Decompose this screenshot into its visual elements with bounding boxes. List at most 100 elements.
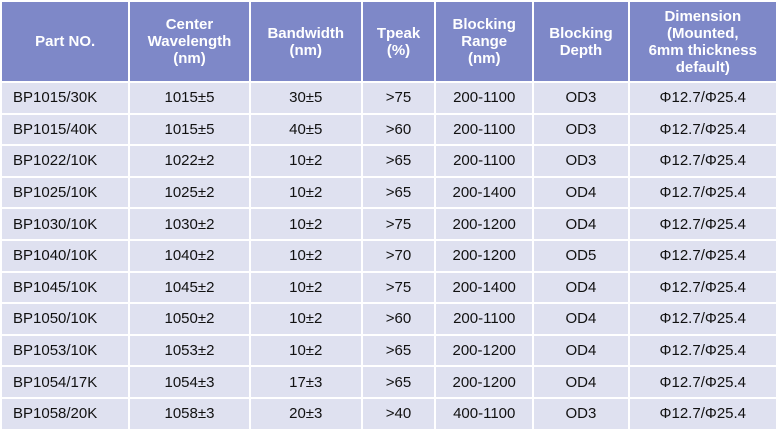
cell-bandwidth: 10±2 xyxy=(250,304,361,334)
cell-bandwidth: 20±3 xyxy=(250,398,361,429)
header-line: (nm) xyxy=(173,50,206,67)
cell-tpeak: >60 xyxy=(362,304,435,334)
cell-dimension: Φ12.7/Φ25.4 xyxy=(629,304,776,334)
header-line: Dimension xyxy=(664,7,742,25)
table-row: BP1025/10K 1025±2 10±2 >65 200-1400 OD4 Φ12.7/… xyxy=(2,177,776,208)
cell-tpeak: >70 xyxy=(362,240,435,271)
cell-blocking-depth: OD5 xyxy=(534,240,628,271)
cell-part-no: BP1022/10K xyxy=(2,146,129,176)
cell-tpeak: >75 xyxy=(362,272,435,303)
table-row: BP1054/17K 1054±3 17±3 >65 200-1200 OD4 Φ12.7/… xyxy=(2,367,776,397)
cell-blocking-depth: OD4 xyxy=(534,272,628,303)
header-part-no: Part NO. xyxy=(2,2,129,81)
cell-tpeak: >75 xyxy=(362,83,435,113)
cell-part-no: BP1030/10K xyxy=(2,209,129,239)
header-dimension: Dimension (Mounted, 6mm thickness default) xyxy=(629,2,776,81)
cell-dimension: Φ12.7/Φ25.4 xyxy=(629,146,776,176)
cell-dimension: Φ12.7/Φ25.4 xyxy=(629,367,776,397)
cell-blocking-depth: OD3 xyxy=(534,114,628,145)
header-line: Blocking xyxy=(452,16,516,33)
cell-center-wavelength: 1053±2 xyxy=(130,335,249,366)
table-row: BP1053/10K 1053±2 10±2 >65 200-1200 OD4 Φ12.7/… xyxy=(2,335,776,366)
cell-dimension: Φ12.7/Φ25.4 xyxy=(629,114,776,145)
header-center-wavelength: Center Wavelength (nm) xyxy=(130,2,249,81)
cell-center-wavelength: 1022±2 xyxy=(130,146,249,176)
cell-blocking-range: 200-1100 xyxy=(436,304,533,334)
header-line: Range xyxy=(461,33,508,50)
cell-center-wavelength: 1050±2 xyxy=(130,304,249,334)
cell-blocking-depth: OD3 xyxy=(534,146,628,176)
table-row: BP1015/40K 1015±5 40±5 >60 200-1100 OD3 Φ12.7/… xyxy=(2,114,776,145)
cell-tpeak: >65 xyxy=(362,367,435,397)
header-line: (Mounted, xyxy=(666,24,739,42)
cell-dimension: Φ12.7/Φ25.4 xyxy=(629,209,776,239)
cell-dimension: Φ12.7/Φ25.4 xyxy=(629,398,776,429)
header-line: Center xyxy=(165,16,214,33)
cell-blocking-range: 200-1100 xyxy=(436,146,533,176)
header-tpeak: Tpeak (%) xyxy=(362,2,435,81)
cell-center-wavelength: 1045±2 xyxy=(130,272,249,303)
cell-blocking-depth: OD4 xyxy=(534,209,628,239)
cell-center-wavelength: 1025±2 xyxy=(130,177,249,208)
cell-blocking-range: 200-1200 xyxy=(436,367,533,397)
cell-center-wavelength: 1030±2 xyxy=(130,209,249,239)
cell-bandwidth: 10±2 xyxy=(250,335,361,366)
cell-blocking-depth: OD4 xyxy=(534,367,628,397)
cell-bandwidth: 10±2 xyxy=(250,272,361,303)
cell-blocking-range: 200-1200 xyxy=(436,209,533,239)
header-line: Tpeak xyxy=(376,24,421,42)
header-line: (%) xyxy=(386,41,411,59)
cell-blocking-range: 200-1100 xyxy=(436,114,533,145)
cell-bandwidth: 10±2 xyxy=(250,146,361,176)
cell-blocking-range: 200-1200 xyxy=(436,240,533,271)
cell-tpeak: >75 xyxy=(362,209,435,239)
header-blocking-range: Blocking Range (nm) xyxy=(436,2,533,81)
cell-part-no: BP1050/10K xyxy=(2,304,129,334)
cell-blocking-range: 200-1100 xyxy=(436,83,533,113)
cell-tpeak: >65 xyxy=(362,146,435,176)
header-line: 6mm thickness xyxy=(648,41,757,59)
header-blocking-depth: Blocking Depth xyxy=(534,2,628,81)
cell-dimension: Φ12.7/Φ25.4 xyxy=(629,272,776,303)
cell-bandwidth: 17±3 xyxy=(250,367,361,397)
cell-part-no: BP1054/17K xyxy=(2,367,129,397)
cell-part-no: BP1015/40K xyxy=(2,114,129,145)
cell-center-wavelength: 1040±2 xyxy=(130,240,249,271)
table-row: BP1050/10K 1050±2 10±2 >60 200-1100 OD4 Φ12.7/… xyxy=(2,304,776,334)
cell-dimension: Φ12.7/Φ25.4 xyxy=(629,240,776,271)
cell-dimension: Φ12.7/Φ25.4 xyxy=(629,177,776,208)
cell-blocking-range: 200-1400 xyxy=(436,177,533,208)
header-line: Blocking xyxy=(549,24,613,42)
cell-bandwidth: 10±2 xyxy=(250,240,361,271)
cell-blocking-range: 200-1400 xyxy=(436,272,533,303)
header-line: Wavelength xyxy=(147,33,232,50)
table-row: BP1022/10K 1022±2 10±2 >65 200-1100 OD3 Φ12.7/… xyxy=(2,146,776,176)
cell-tpeak: >65 xyxy=(362,335,435,366)
header-row: Part NO. Center Wavelength (nm) Bandwidth (nm… xyxy=(2,2,776,81)
cell-blocking-depth: OD3 xyxy=(534,398,628,429)
cell-dimension: Φ12.7/Φ25.4 xyxy=(629,335,776,366)
table-row: BP1015/30K 1015±5 30±5 >75 200-1100 OD3 Φ12.7/… xyxy=(2,83,776,113)
table-row: BP1040/10K 1040±2 10±2 >70 200-1200 OD5 Φ12.7/… xyxy=(2,240,776,271)
cell-center-wavelength: 1054±3 xyxy=(130,367,249,397)
cell-blocking-range: 200-1200 xyxy=(436,335,533,366)
table-row: BP1030/10K 1030±2 10±2 >75 200-1200 OD4 Φ12.7/… xyxy=(2,209,776,239)
cell-part-no: BP1040/10K xyxy=(2,240,129,271)
header-line: default) xyxy=(675,58,730,76)
header-line: (nm) xyxy=(289,41,323,59)
cell-bandwidth: 30±5 xyxy=(250,83,361,113)
header-bandwidth: Bandwidth (nm) xyxy=(250,2,361,81)
cell-bandwidth: 10±2 xyxy=(250,177,361,208)
cell-blocking-depth: OD3 xyxy=(534,83,628,113)
cell-blocking-depth: OD4 xyxy=(534,304,628,334)
cell-tpeak: >40 xyxy=(362,398,435,429)
cell-dimension: Φ12.7/Φ25.4 xyxy=(629,83,776,113)
cell-blocking-depth: OD4 xyxy=(534,177,628,208)
cell-tpeak: >60 xyxy=(362,114,435,145)
header-line: (nm) xyxy=(467,50,501,67)
cell-center-wavelength: 1015±5 xyxy=(130,83,249,113)
cell-part-no: BP1058/20K xyxy=(2,398,129,429)
header-line: Depth xyxy=(559,41,603,59)
cell-part-no: BP1045/10K xyxy=(2,272,129,303)
